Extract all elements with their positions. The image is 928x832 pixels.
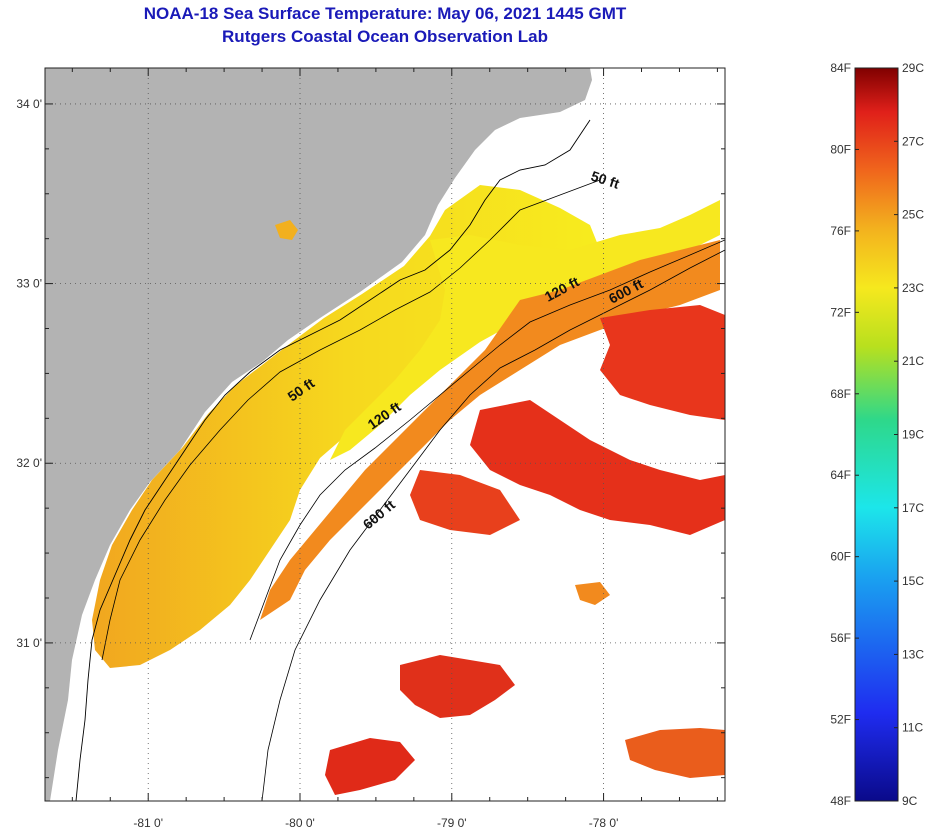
colorbar-c-label: 19C <box>902 428 924 442</box>
lat-tick-label: 32 0' <box>16 456 42 470</box>
sst-shelf-yellow <box>330 200 720 460</box>
sst-gulfstream-patch-2 <box>470 400 725 535</box>
colorbar-f-label: 68F <box>830 387 851 401</box>
depth-contour-120ft <box>249 239 725 641</box>
sst-small-patch <box>575 582 610 605</box>
sst-warm-patch-south-3 <box>625 728 725 778</box>
lon-tick-label: -79 0' <box>437 816 467 830</box>
sst-warm-patch-south-2 <box>325 738 415 795</box>
graticule <box>45 68 725 801</box>
colorbar-gradient <box>854 67 899 802</box>
sst-gulfstream-patch-1 <box>600 305 725 420</box>
colorbar-c-label: 27C <box>902 134 924 148</box>
colorbar-f-label: 60F <box>830 550 851 564</box>
lat-tick-label: 34 0' <box>16 97 42 111</box>
coastline <box>75 119 591 801</box>
colorbar-f-label: 76F <box>830 224 851 238</box>
lat-tick-label: 31 0' <box>16 636 42 650</box>
land-northeast <box>598 68 725 200</box>
lon-tick-label: -80 0' <box>285 816 315 830</box>
sst-gulfstream-patch-3 <box>410 470 520 535</box>
colorbar-f-label: 84F <box>830 61 851 75</box>
axis-ticks: -81 0' -80 0' -79 0' -78 0' 34 0' 33 0' 32 0' 3… <box>16 68 725 830</box>
colorbar-c-label: 13C <box>902 647 924 661</box>
colorbar-f-label: 64F <box>830 468 851 482</box>
colorbar-c-label: 9C <box>902 794 918 808</box>
colorbar-c-label: 15C <box>902 574 924 588</box>
colorbar-f-label: 48F <box>830 794 851 808</box>
lat-tick-label: 33 0' <box>16 277 42 291</box>
colorbar-celsius-labels: 29C 27C 25C 23C 21C 19C 17C 15C 13C 11C 9C <box>894 61 924 808</box>
depth-contour-600ft <box>261 249 725 801</box>
colorbar-fahrenheit-labels: 84F 80F 76F 72F 68F 64F 60F 56F 52F 48F <box>830 61 859 808</box>
land-mass <box>45 68 592 801</box>
depth-contour-50ft <box>101 179 601 661</box>
map-title: NOAA-18 Sea Surface Temperature: May 06,… <box>143 4 627 23</box>
colorbar-c-label: 21C <box>902 354 924 368</box>
colorbar-c-label: 25C <box>902 208 924 222</box>
colorbar-c-label: 17C <box>902 501 924 515</box>
sst-shelf-break-orange <box>260 240 720 620</box>
colorbar-f-label: 56F <box>830 631 851 645</box>
map-subtitle: Rutgers Coastal Ocean Observation Lab <box>222 27 548 46</box>
colorbar-c-label: 11C <box>902 721 923 735</box>
map-frame <box>44 67 726 802</box>
lon-tick-label: -78 0' <box>589 816 619 830</box>
colorbar-f-label: 52F <box>830 713 851 727</box>
colorbar-c-label: 23C <box>902 281 924 295</box>
colorbar-f-label: 80F <box>830 142 851 156</box>
sst-warm-patch-south-1 <box>400 655 515 718</box>
sst-island-patch <box>275 220 298 240</box>
colorbar-f-label: 72F <box>830 305 851 319</box>
colorbar-c-label: 29C <box>902 61 924 75</box>
lon-tick-label: -81 0' <box>133 816 163 830</box>
